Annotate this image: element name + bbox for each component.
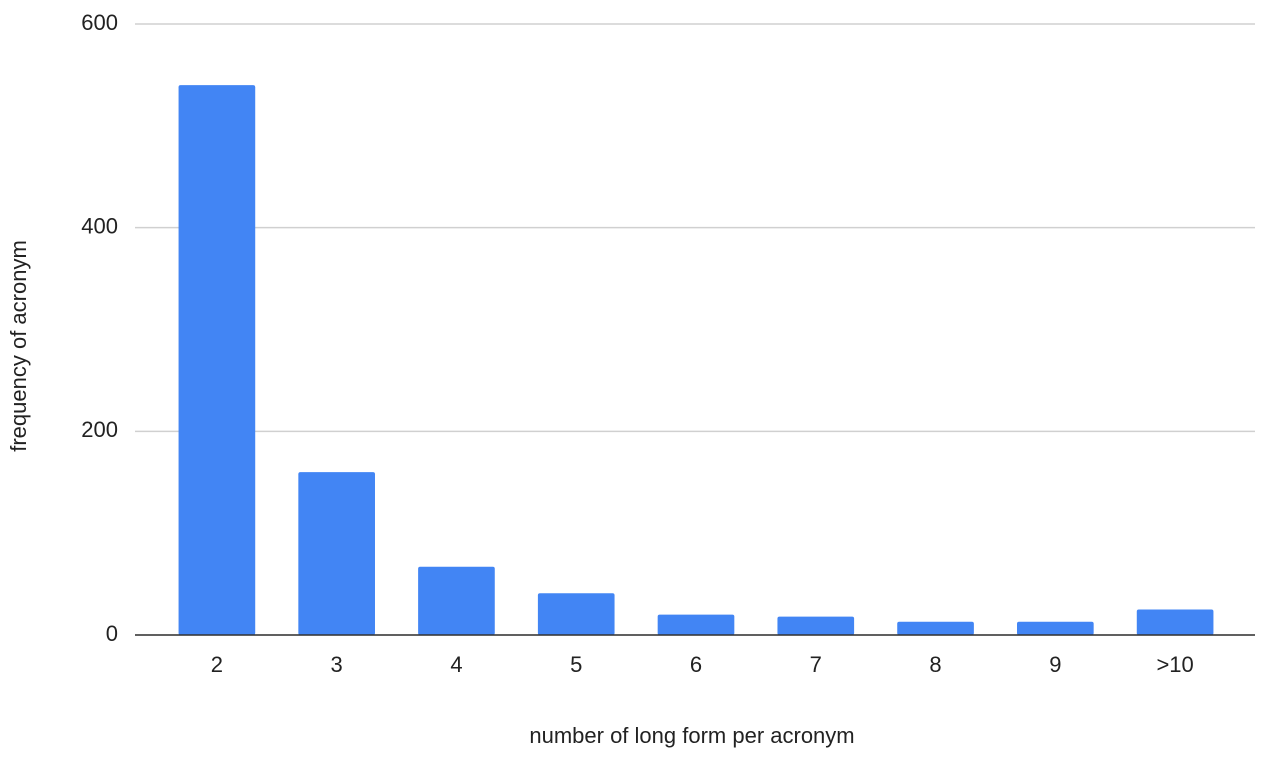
bar [657, 614, 735, 635]
bar [178, 85, 256, 636]
x-tick-label: 3 [331, 652, 343, 677]
x-tick-label: 7 [810, 652, 822, 677]
y-axis-label: frequency of acronym [6, 240, 31, 452]
x-tick-label: 9 [1049, 652, 1061, 677]
bar [897, 621, 974, 635]
x-tick-label: 8 [929, 652, 941, 677]
y-tick-label: 200 [81, 417, 118, 442]
bar [777, 616, 855, 635]
bar [1017, 621, 1094, 635]
bar [1136, 609, 1214, 635]
bar [418, 566, 495, 635]
x-tick-label: 5 [570, 652, 582, 677]
x-tick-label: 4 [450, 652, 462, 677]
y-tick-label: 0 [106, 621, 118, 646]
y-tick-label: 400 [81, 213, 118, 238]
bar [537, 593, 615, 635]
bar [298, 472, 375, 635]
x-tick-label: >10 [1156, 652, 1193, 677]
x-axis-label: number of long form per acronym [529, 723, 854, 748]
x-tick-label: 2 [211, 652, 223, 677]
y-tick-label: 600 [81, 10, 118, 35]
x-tick-label: 6 [690, 652, 702, 677]
